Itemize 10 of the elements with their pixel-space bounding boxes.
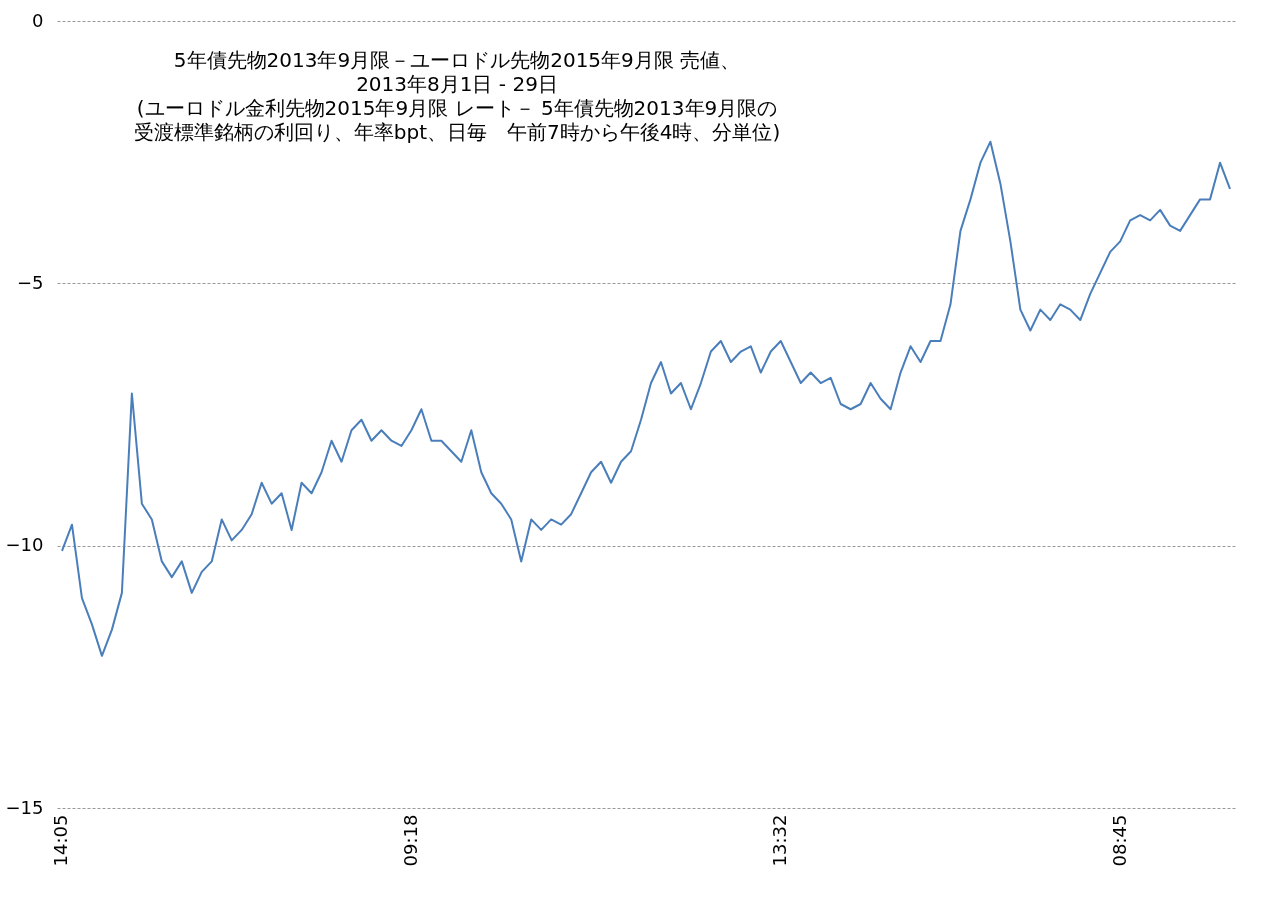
x-tick-label: 13:32: [769, 814, 791, 867]
x-tick-label: 09:18: [399, 814, 421, 867]
y-tick-label: −10: [5, 534, 44, 556]
y-tick-label: 0: [32, 9, 44, 31]
y-tick-label: −15: [5, 796, 44, 818]
y-tick-label: −5: [16, 271, 44, 293]
text: (ユーロドル金利先物2015年9月限 レート－ 5年債先物2013年9月限の受渡標準銘柄の利回り、年率bpt、日毎 午前7時から午後4時、分単位): [133, 96, 781, 144]
text: 5年債先物2013年9月限－ユーロドル先物2015年9月限 売値、 2013年8月1日 - 29日: [173, 48, 741, 96]
x-tick-label: 08:45: [1108, 814, 1130, 867]
x-tick-label: 14:05: [50, 814, 72, 867]
